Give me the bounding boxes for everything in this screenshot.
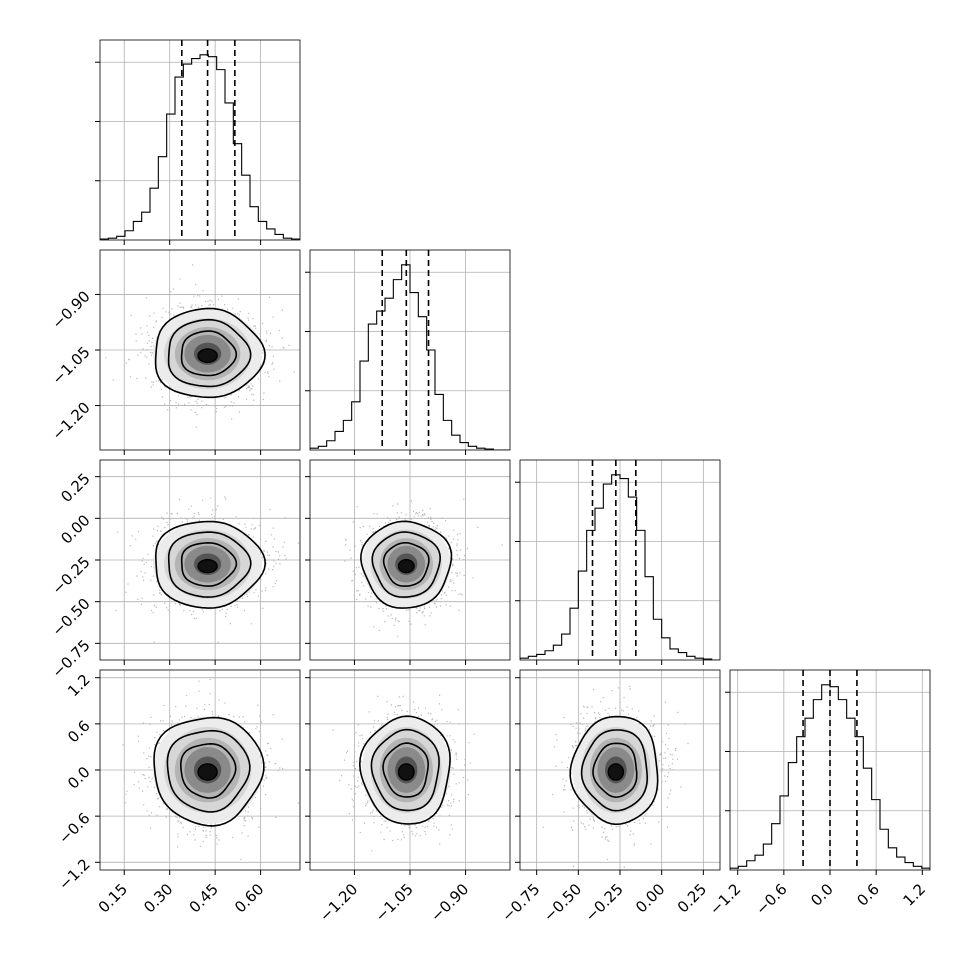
density-layer <box>542 685 689 868</box>
y-tick-label: 0.6 <box>64 717 94 747</box>
density-layer <box>344 498 503 637</box>
x-tick-label: 0.25 <box>674 880 710 916</box>
contour-line-2 <box>592 742 638 799</box>
contour-core <box>397 558 415 574</box>
panel-frame <box>99 39 301 241</box>
contour-line-1 <box>370 728 440 812</box>
y-tick-label: −0.25 <box>48 553 93 598</box>
density-layer <box>105 264 295 428</box>
histogram-step-0 <box>100 54 300 240</box>
contour-core <box>397 763 415 781</box>
y-tick-label: −0.90 <box>48 287 93 332</box>
contour-core <box>197 348 218 364</box>
y-tick-label: −0.50 <box>48 595 93 640</box>
y-tick-label: 0.0 <box>64 763 94 793</box>
x-tick-label: 0.6 <box>853 880 883 910</box>
contour-line-0 <box>360 520 453 609</box>
contour-line-1 <box>166 729 251 813</box>
density-layer <box>332 694 475 858</box>
x-tick-label: −0.25 <box>582 880 627 925</box>
hist-panel-0 <box>95 39 301 245</box>
scatter-panel-3-0 <box>95 669 301 875</box>
y-tick-label: −0.75 <box>48 636 93 681</box>
hist-panel-3 <box>725 669 931 875</box>
histogram-step-2 <box>520 474 720 660</box>
hist-panel-1 <box>305 249 511 455</box>
x-tick-label: −0.50 <box>540 880 585 925</box>
contour-line-1 <box>167 531 252 598</box>
contour-line-2 <box>180 541 238 587</box>
y-tick-label: 0.25 <box>57 470 93 506</box>
y-tick-label: 1.2 <box>64 671 94 701</box>
x-tick-label: −0.90 <box>427 880 472 925</box>
contour-line-2 <box>382 542 430 587</box>
contour-line-0 <box>154 307 266 399</box>
contour-line-1 <box>580 729 649 812</box>
x-tick-label: −1.2 <box>706 880 744 918</box>
scatter-panel-2-0 <box>95 459 301 665</box>
y-tick-label: 0.00 <box>57 511 93 547</box>
contour-line-0 <box>154 520 267 609</box>
contour-line-2 <box>179 742 237 799</box>
y-tick-label: −1.20 <box>48 398 93 443</box>
contour-line-0 <box>358 715 451 825</box>
y-tick-label: −1.05 <box>48 343 93 388</box>
x-tick-label: 0.15 <box>95 880 131 916</box>
contour-line-2 <box>382 742 430 798</box>
hist-panel-2 <box>515 459 721 665</box>
x-tick-label: 0.0 <box>807 880 837 910</box>
scatter-panel-3-1 <box>305 669 511 875</box>
density-layer <box>122 678 299 861</box>
x-tick-label: 0.45 <box>186 880 222 916</box>
x-tick-label: 0.00 <box>632 880 668 916</box>
x-tick-label: 1.2 <box>900 880 930 910</box>
y-tick-label: −0.6 <box>55 809 93 847</box>
scatter-panel-2-1 <box>305 459 511 665</box>
x-tick-label: 0.60 <box>231 880 267 916</box>
x-tick-label: −0.75 <box>498 880 543 925</box>
contour-line-2 <box>180 330 238 377</box>
y-tick-label: −1.2 <box>55 855 93 893</box>
contour-line-0 <box>569 715 659 826</box>
scatter-panel-1-0 <box>95 249 301 455</box>
scatter-points <box>122 678 299 861</box>
contour-core <box>607 763 625 781</box>
contour-core <box>197 763 218 781</box>
scatter-panel-3-2 <box>515 669 721 875</box>
contour-line-1 <box>167 318 252 388</box>
density-layer <box>115 496 299 643</box>
contour-core <box>197 558 218 574</box>
contour-line-1 <box>371 531 442 598</box>
x-tick-label: −0.6 <box>752 880 790 918</box>
x-tick-label: −1.20 <box>316 880 361 925</box>
x-tick-label: 0.30 <box>140 880 176 916</box>
x-tick-label: −1.05 <box>372 880 417 925</box>
contour-line-0 <box>153 716 265 827</box>
